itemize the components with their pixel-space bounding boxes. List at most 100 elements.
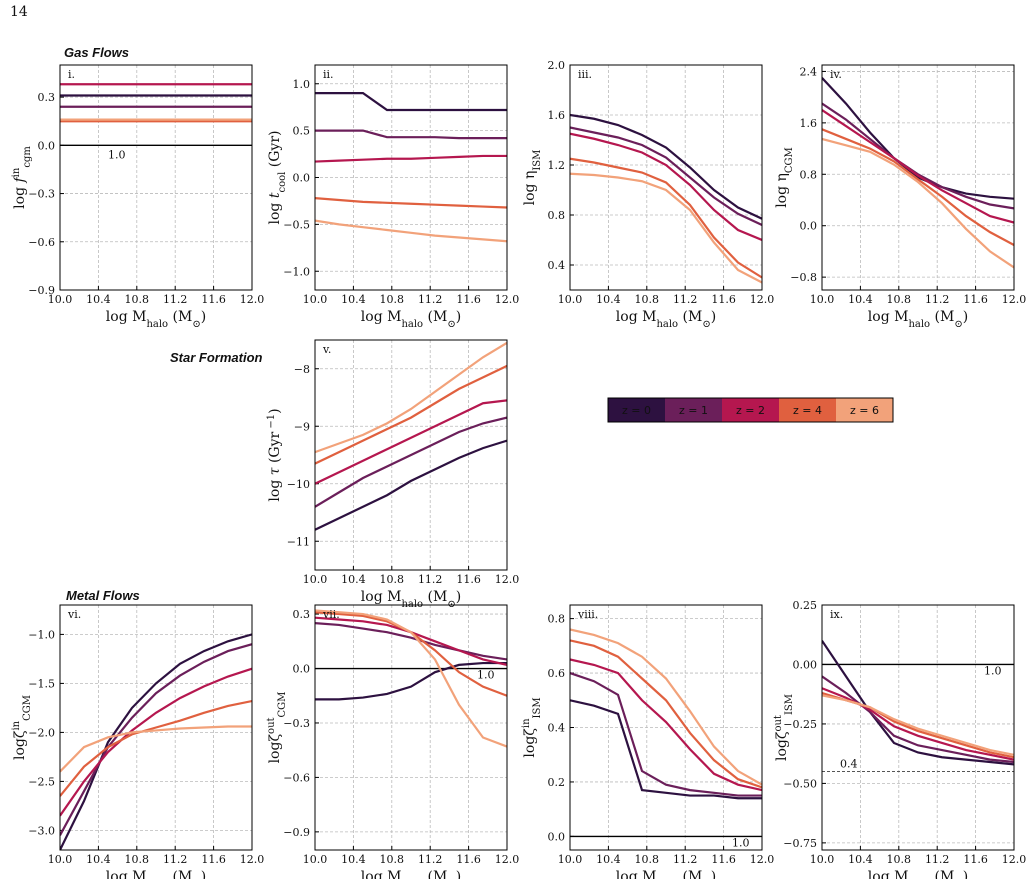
legend-label: z = 0: [622, 404, 651, 417]
y-tick-label: 0.00: [793, 658, 818, 671]
series-line: [570, 132, 762, 242]
plot-frame: [821, 604, 1015, 851]
series-line: [60, 633, 252, 850]
y-axis-label: log τ (Gyr −1): [266, 408, 284, 501]
label-part: log: [12, 182, 28, 208]
y-tick-label: 0.5: [293, 125, 311, 138]
plot-area: [315, 341, 507, 531]
label-part: ): [711, 869, 716, 879]
label-part: cool: [277, 172, 288, 193]
reference-label: 1.0: [732, 836, 750, 849]
x-tick-label: 10.0: [303, 853, 328, 866]
plot-area: [315, 609, 507, 748]
y-tick-label: 0.0: [293, 663, 311, 676]
series-line: [822, 109, 1014, 224]
y-tick-label: 0.0: [548, 830, 566, 843]
reference-label: 1.0: [984, 664, 1002, 677]
label-part: halo: [146, 319, 168, 330]
plot-frame: [314, 604, 508, 851]
y-tick-label: −0.75: [783, 837, 817, 850]
legend-swatch: [608, 398, 665, 422]
series-line: [822, 694, 1014, 756]
y-tick-label: 0.4: [548, 259, 566, 272]
y-axis-label: log tcool (Gyr): [267, 131, 288, 225]
series-line: [315, 661, 507, 701]
x-tick-label: 12.0: [495, 853, 520, 866]
label-part: log M: [868, 309, 909, 325]
x-tick-label: 11.2: [673, 293, 698, 306]
x-tick-label: 10.8: [635, 853, 660, 866]
series-line: [570, 172, 762, 284]
label-part: τ: [267, 467, 283, 475]
series-line: [570, 639, 762, 789]
legend-swatch: [665, 398, 722, 422]
y-tick-label: 0.8: [548, 613, 566, 626]
x-tick-label: 12.0: [750, 293, 775, 306]
y-tick-label: −0.3: [28, 188, 55, 201]
label-part: ): [711, 309, 716, 325]
plot-area: [570, 628, 762, 838]
label-part: log M: [106, 309, 147, 325]
x-tick-label: 11.6: [963, 293, 988, 306]
reference-label: 1.0: [108, 148, 126, 161]
x-tick-label: 10.8: [380, 573, 405, 586]
x-tick-label: 11.2: [418, 573, 443, 586]
x-tick-label: 11.6: [711, 293, 736, 306]
x-tick-label: 11.6: [963, 853, 988, 866]
y-tick-label: −1.5: [28, 677, 55, 690]
x-tick-label: 11.2: [418, 293, 443, 306]
y-tick-label: 2.0: [548, 59, 566, 72]
x-tick-label: 11.6: [456, 573, 481, 586]
label-part: (M: [168, 869, 192, 879]
y-tick-label: −0.5: [283, 218, 310, 231]
label-part: ISM: [784, 694, 795, 715]
label-part: CGM: [22, 695, 33, 721]
label-part: logζ: [774, 731, 790, 761]
x-tick-label: 12.0: [750, 853, 775, 866]
section-title: Star Formation: [170, 350, 263, 365]
label-part: halo: [401, 319, 423, 330]
x-tick-label: 12.0: [495, 573, 520, 586]
series-line: [570, 628, 762, 786]
x-tick-label: 12.0: [1002, 853, 1027, 866]
y-tick-label: 0.25: [793, 599, 818, 612]
x-tick-label: 12.0: [240, 293, 265, 306]
x-tick-label: 10.4: [848, 293, 873, 306]
series-line: [822, 675, 1014, 764]
label-part: ISM: [532, 697, 543, 718]
y-tick-label: 0.6: [548, 667, 566, 680]
y-axis-label: log fincgm: [11, 146, 33, 209]
label-part: (M: [168, 309, 192, 325]
label-part: ): [456, 589, 461, 605]
label-part: log M: [616, 869, 657, 879]
series-line: [570, 113, 762, 220]
y-tick-label: 0.0: [38, 139, 56, 152]
y-tick-label: 1.6: [800, 117, 818, 130]
series-line: [315, 219, 507, 243]
label-part: (M: [423, 589, 447, 605]
label-part: halo: [908, 319, 930, 330]
legend-swatch: [722, 398, 779, 422]
label-part: (Gyr): [267, 131, 283, 172]
label-part: halo: [656, 319, 678, 330]
x-tick-label: 10.8: [125, 293, 150, 306]
series-line: [315, 92, 507, 112]
label-part: out: [266, 717, 277, 733]
series-line: [822, 640, 1014, 766]
y-tick-label: 0.3: [38, 91, 56, 104]
x-tick-label: 10.4: [86, 293, 111, 306]
x-tick-label: 12.0: [1002, 293, 1027, 306]
x-tick-label: 10.8: [887, 853, 912, 866]
label-part: ⊙: [447, 599, 455, 610]
label-part: logζ: [12, 730, 28, 760]
x-axis-label: log Mhalo (M⊙): [361, 869, 461, 879]
legend-label: z = 2: [736, 404, 765, 417]
series-line: [315, 416, 507, 508]
label-part: (M: [423, 869, 447, 879]
x-tick-label: 10.8: [125, 853, 150, 866]
y-tick-label: −8: [294, 363, 310, 376]
y-tick-label: 1.2: [548, 159, 566, 172]
y-tick-label: −0.6: [28, 236, 55, 249]
label-part: (M: [930, 869, 954, 879]
